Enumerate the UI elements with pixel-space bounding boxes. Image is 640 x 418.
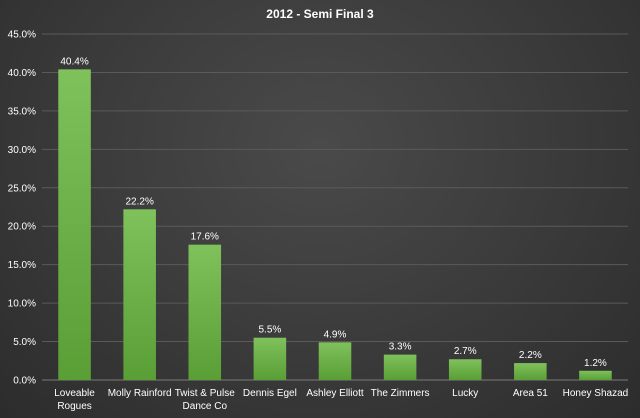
data-label: 22.2% [125, 196, 153, 207]
y-axis-ticks: 0.0% 5.0% 10.0% 15.0% 20.0% 25.0% 30.0% 35.0% 40… [8, 30, 36, 387]
y-tick-label: 10.0% [8, 299, 36, 310]
chart-title: 2012 - Semi Final 3 [266, 7, 374, 21]
y-tick-label: 30.0% [8, 145, 36, 156]
data-label: 5.5% [258, 325, 281, 336]
data-label: 1.2% [584, 358, 607, 369]
bar [253, 337, 287, 380]
x-tick-label: Loveable Rogues [54, 388, 95, 412]
x-tick-label: Twist & Pulse Dance Co [175, 388, 235, 412]
data-label: 17.6% [191, 232, 219, 243]
bar [58, 69, 91, 380]
y-tick-label: 20.0% [8, 222, 36, 233]
bar [318, 342, 352, 380]
x-tick-label: Molly Rainford [108, 388, 172, 399]
bar [514, 363, 547, 380]
y-tick-label: 15.0% [8, 260, 36, 271]
bar [579, 370, 612, 380]
data-label: 4.9% [324, 329, 347, 340]
data-labels: 40.4% 22.2% 17.6% 5.5% 4.9% 3.3% 2.7% 2.2% 1.2% [60, 56, 607, 368]
data-label: 3.3% [389, 342, 412, 353]
y-tick-label: 25.0% [8, 183, 36, 194]
x-tick-label: The Zimmers [371, 388, 430, 399]
bar [188, 244, 222, 380]
bar [448, 359, 482, 380]
x-tick-label: Honey Shazad [563, 388, 629, 399]
y-tick-label: 40.0% [8, 68, 36, 79]
x-tick-label: Area 51 [513, 388, 548, 399]
data-label: 2.2% [519, 350, 542, 361]
x-tick-label: Lucky [452, 388, 478, 399]
bar [383, 354, 417, 380]
x-tick-label: Dennis Egel [243, 388, 297, 399]
x-axis-ticks: Loveable Rogues Molly Rainford Twist & Puls… [54, 388, 628, 412]
bars [58, 69, 612, 380]
y-tick-label: 5.0% [13, 337, 36, 348]
x-tick-label: Ashley Elliott [306, 388, 363, 399]
data-label: 40.4% [60, 56, 88, 67]
y-tick-label: 35.0% [8, 106, 36, 117]
y-tick-label: 0.0% [13, 376, 36, 387]
data-label: 2.7% [454, 346, 477, 357]
bar [123, 209, 156, 380]
y-tick-label: 45.0% [8, 30, 36, 41]
